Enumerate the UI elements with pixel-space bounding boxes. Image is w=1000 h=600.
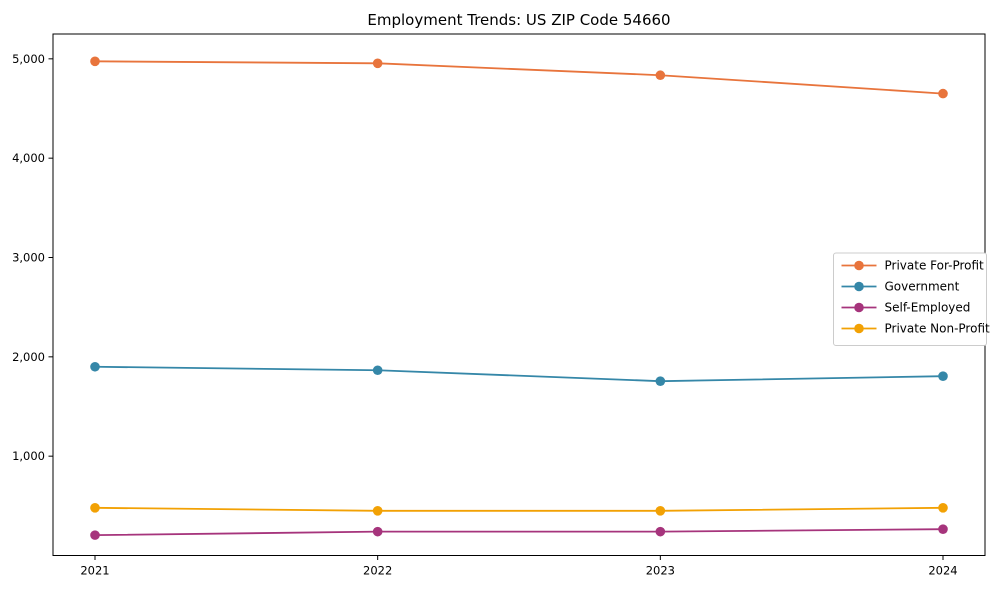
data-point-private-for-profit-2023 xyxy=(655,70,666,81)
legend-marker-icon xyxy=(854,260,864,271)
series-line-self-employed xyxy=(94,528,944,537)
series-line-private-non-profit xyxy=(94,506,944,512)
series-private-non-profit xyxy=(90,503,948,516)
data-point-private-non-profit-2021 xyxy=(90,503,100,513)
data-point-private-non-profit-2022 xyxy=(372,506,383,516)
legend-item-government: Government xyxy=(841,280,960,294)
x-tick-label: 2023 xyxy=(646,564,675,578)
legend-label: Private For-Profit xyxy=(885,259,985,273)
legend-marker-icon xyxy=(854,281,864,292)
data-point-private-for-profit-2021 xyxy=(90,56,100,67)
legend-item-private-non-profit: Private Non-Profit xyxy=(841,322,991,336)
series-line-government xyxy=(94,365,944,383)
y-tick-label: 1,000 xyxy=(12,449,45,463)
legend-marker-icon xyxy=(854,323,864,334)
legend: Private For-Profit Government Self-Employe… xyxy=(833,252,991,346)
x-tick-label: 2022 xyxy=(363,564,392,578)
series-line-private-for-profit xyxy=(94,60,944,95)
x-tick-label: 2024 xyxy=(928,564,957,578)
legend-item-self-employed: Self-Employed xyxy=(841,301,971,315)
legend-box xyxy=(833,252,987,346)
data-point-private-non-profit-2023 xyxy=(655,506,666,516)
data-point-self-employed-2024 xyxy=(938,524,948,534)
data-point-private-for-profit-2024 xyxy=(938,88,948,99)
data-point-government-2024 xyxy=(938,371,948,382)
chart-title: Employment Trends: US ZIP Code 54660 xyxy=(367,11,671,29)
data-point-government-2021 xyxy=(90,361,100,372)
x-axis: 2021 2022 2023 2024 xyxy=(80,555,958,578)
data-point-government-2022 xyxy=(372,365,383,376)
data-point-self-employed-2023 xyxy=(655,526,666,537)
legend-marker-icon xyxy=(854,302,864,313)
series-self-employed xyxy=(90,524,948,540)
data-point-government-2023 xyxy=(655,376,666,386)
legend-label: Private Non-Profit xyxy=(885,322,991,336)
y-tick-label: 4,000 xyxy=(12,151,45,165)
x-tick-label: 2021 xyxy=(80,564,109,578)
legend-item-private-for-profit: Private For-Profit xyxy=(841,259,985,273)
y-tick-label: 5,000 xyxy=(12,52,45,66)
data-point-private-non-profit-2024 xyxy=(938,503,948,513)
y-tick-label: 2,000 xyxy=(12,350,45,364)
legend-label: Government xyxy=(885,280,960,294)
data-point-self-employed-2021 xyxy=(90,530,100,540)
legend-label: Self-Employed xyxy=(885,301,971,315)
series-private-for-profit xyxy=(90,56,948,99)
y-tick-label: 3,000 xyxy=(12,251,45,265)
y-axis: 1,000 2,000 3,000 4,000 5,000 xyxy=(12,52,53,463)
data-point-self-employed-2022 xyxy=(372,526,383,537)
data-point-private-for-profit-2022 xyxy=(372,58,383,69)
series-government xyxy=(90,361,948,386)
